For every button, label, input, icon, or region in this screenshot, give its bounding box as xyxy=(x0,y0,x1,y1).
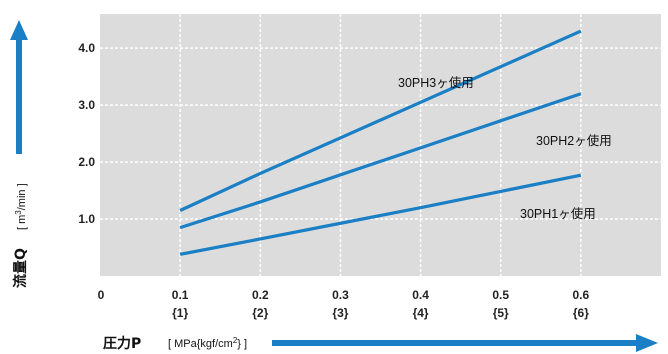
x-tick-label: 0.1 xyxy=(172,288,189,302)
series-line-2 xyxy=(179,92,582,230)
y-tick-label: 3.0 xyxy=(78,98,95,112)
x-tick-label: 0.5 xyxy=(492,288,509,302)
series-label-2: 30PH2ヶ使用 xyxy=(536,133,612,148)
series-label-1: 30PH3ヶ使用 xyxy=(398,75,474,90)
x-tick-labels: 0 0.1 {1} 0.2 {2} 0.3 {3} 0.4 {4} 0.5 {5} 0.6 {6} xyxy=(98,288,590,320)
x-tick-sublabel: {2} xyxy=(252,306,268,320)
series-labels: 30PH3ヶ使用 30PH2ヶ使用 30PH1ヶ使用 xyxy=(398,75,612,221)
x-tick-label: 0.2 xyxy=(252,288,269,302)
y-axis-arrow-icon xyxy=(10,20,28,40)
y-axis-title: 流量Q [ m3/min ] xyxy=(10,20,29,288)
series-label-3: 30PH1ヶ使用 xyxy=(520,206,596,221)
x-axis-label: 圧力P xyxy=(103,335,141,352)
x-tick-sublabel: {6} xyxy=(573,306,589,320)
series-lines xyxy=(179,29,582,256)
x-axis-arrow-shaft xyxy=(272,340,638,346)
y-axis-label: 流量Q xyxy=(12,248,29,288)
x-tick-label: 0.6 xyxy=(573,288,590,302)
x-axis-title: 圧力P [ MPa{kgf/cm2} ] xyxy=(103,334,658,352)
series-line-1 xyxy=(179,29,582,212)
plot-area xyxy=(100,14,661,276)
y-axis-arrow-shaft xyxy=(16,38,22,154)
x-axis-unit: [ MPa{kgf/cm2} ] xyxy=(168,336,247,350)
y-axis-unit: [ m3/min ] xyxy=(14,183,28,230)
x-axis-arrow-icon xyxy=(636,334,658,352)
x-tick-label: 0.4 xyxy=(412,288,429,302)
series-line-3 xyxy=(179,173,582,256)
x-tick-sublabel: {3} xyxy=(332,306,348,320)
x-tick-label: 0.3 xyxy=(332,288,349,302)
y-tick-label: 4.0 xyxy=(78,41,95,55)
x-tick-sublabel: {4} xyxy=(413,306,429,320)
y-tick-labels: 1.0 2.0 3.0 4.0 xyxy=(78,41,95,226)
x-tick-sublabel: {5} xyxy=(493,306,509,320)
x-tick-label: 0 xyxy=(98,288,105,302)
x-tick-sublabel: {1} xyxy=(172,306,188,320)
y-tick-label: 1.0 xyxy=(78,212,95,226)
y-tick-label: 2.0 xyxy=(78,155,95,169)
